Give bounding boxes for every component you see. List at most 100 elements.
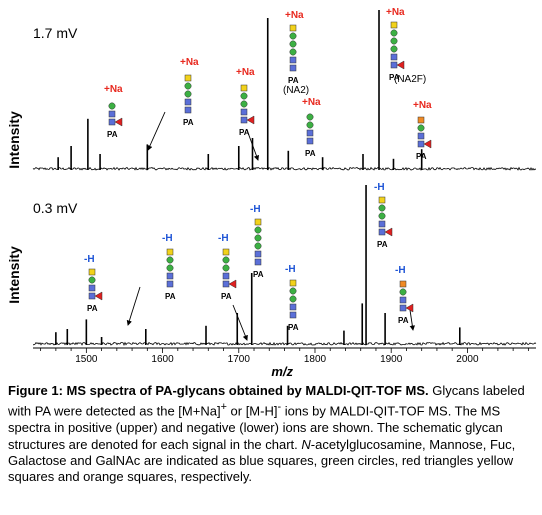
panel-title-upper: 1.7 mV: [33, 25, 78, 41]
glcnac-square: [240, 108, 248, 116]
ion-label-upper-4: +Na: [302, 97, 321, 108]
galactose-square: [166, 248, 174, 256]
glcnac-square: [399, 304, 407, 312]
panel-title-lower: 0.3 mV: [33, 200, 78, 216]
glcnac-square: [184, 106, 192, 114]
glcnac-square: [289, 64, 297, 72]
glcnac-square: [254, 258, 262, 266]
mannose-circle: [88, 276, 96, 284]
pointer-arrow-3: [232, 304, 248, 341]
pa-label: PA: [165, 292, 176, 301]
galactose-square: [254, 218, 262, 226]
fucose-triangle: [423, 139, 432, 149]
text-layer: 1500 1600 1700 1800 1900 2000 m/z 1.7 mV 0.3 mV I…: [6, 7, 479, 379]
pa-label: PA: [288, 323, 299, 332]
glcnac-square: [108, 118, 116, 126]
glycan-structure-upper-6: PA: [416, 116, 432, 161]
glycan-structure-upper-5: PA: [389, 21, 405, 82]
mannose-circle: [166, 256, 174, 264]
caption-italic: N: [301, 436, 311, 452]
glycan-structure-lower-5: PA: [377, 196, 393, 249]
caption-sup-2: -: [277, 401, 282, 414]
pointer-arrow-2: [126, 286, 141, 326]
glcnac-square: [306, 129, 314, 137]
mannose-circle: [417, 124, 425, 132]
mannose-circle: [399, 288, 407, 296]
mannose-circle: [289, 32, 297, 40]
ion-label-upper-1: +Na: [180, 57, 199, 68]
glycan-name-na2f: (NA2F): [394, 74, 426, 85]
fucose-triangle: [94, 291, 103, 301]
galactose-square: [222, 248, 230, 256]
pointer-arrow-0: [147, 111, 166, 151]
glcnac-square: [166, 280, 174, 288]
ion-label-upper-0: +Na: [104, 84, 123, 95]
pa-label: PA: [416, 152, 427, 161]
glcnac-square: [289, 56, 297, 64]
mannose-circle: [306, 121, 314, 129]
ion-label-lower-4: -H: [285, 264, 296, 275]
glycan-structure-lower-4: PA: [288, 279, 299, 332]
x-axis-label: m/z: [271, 364, 293, 379]
axes-layer: [33, 111, 536, 353]
glcnac-square: [390, 53, 398, 61]
glcnac-square: [166, 272, 174, 280]
glcnac-square: [254, 250, 262, 258]
figure-caption: Figure 1: MS spectra of PA-glycans obtai…: [8, 383, 536, 486]
x-tick-label-2000: 2000: [456, 354, 479, 365]
mannose-circle: [289, 40, 297, 48]
glcnac-square: [399, 296, 407, 304]
glcnac-square: [378, 220, 386, 228]
ion-label-upper-2: +Na: [236, 67, 255, 78]
mannose-circle: [289, 287, 297, 295]
glcnac-square: [417, 140, 425, 148]
galactose-square: [240, 84, 248, 92]
mannose-circle: [289, 48, 297, 56]
mannose-circle: [254, 234, 262, 242]
pa-label: PA: [239, 128, 250, 137]
pa-label: PA: [87, 304, 98, 313]
baseline-noise-lower: [32, 341, 537, 347]
caption-sup-1: +: [220, 401, 227, 414]
x-tick-label-1600: 1600: [151, 354, 174, 365]
mannose-circle: [289, 295, 297, 303]
ion-label-lower-6: -H: [395, 265, 406, 276]
glycan-structure-upper-4: PA: [305, 113, 316, 158]
mannose-circle: [390, 29, 398, 37]
x-tick-label-1800: 1800: [304, 354, 327, 365]
glcnac-square: [240, 116, 248, 124]
pa-label: PA: [305, 149, 316, 158]
glycan-name-na2: (NA2): [283, 85, 309, 96]
mannose-circle: [222, 256, 230, 264]
ion-label-upper-3: +Na: [285, 10, 304, 21]
pa-label: PA: [377, 240, 388, 249]
mannose-circle: [240, 100, 248, 108]
pa-label: PA: [107, 130, 118, 139]
glycan-structure-upper-2: PA: [239, 84, 255, 137]
glcnac-square: [222, 272, 230, 280]
galactose-square: [88, 268, 96, 276]
pa-label: PA: [389, 73, 400, 82]
ion-label-lower-0: -H: [84, 254, 95, 265]
caption-body-2: or [M-H]: [226, 403, 278, 419]
galnac-square: [417, 116, 425, 124]
glcnac-square: [289, 311, 297, 319]
glcnac-square: [289, 303, 297, 311]
glcnac-square: [222, 280, 230, 288]
mannose-circle: [378, 204, 386, 212]
ion-label-lower-1: -H: [162, 233, 173, 244]
pa-label: PA: [288, 76, 299, 85]
galactose-square: [378, 196, 386, 204]
ion-label-lower-5: -H: [374, 182, 385, 193]
ion-label-upper-6: +Na: [413, 100, 432, 111]
mannose-circle: [108, 102, 116, 110]
galactose-square: [289, 24, 297, 32]
glycan-structure-upper-3: PA: [288, 24, 299, 85]
fucose-triangle: [228, 279, 237, 289]
spectra-layer: [32, 10, 537, 347]
glcnac-square: [306, 137, 314, 145]
y-axis-label-lower: Intensity: [6, 246, 22, 304]
glcnac-square: [378, 228, 386, 236]
glycan-structure-upper-1: PA: [183, 74, 194, 127]
glycan-structure-lower-1: PA: [165, 248, 176, 301]
